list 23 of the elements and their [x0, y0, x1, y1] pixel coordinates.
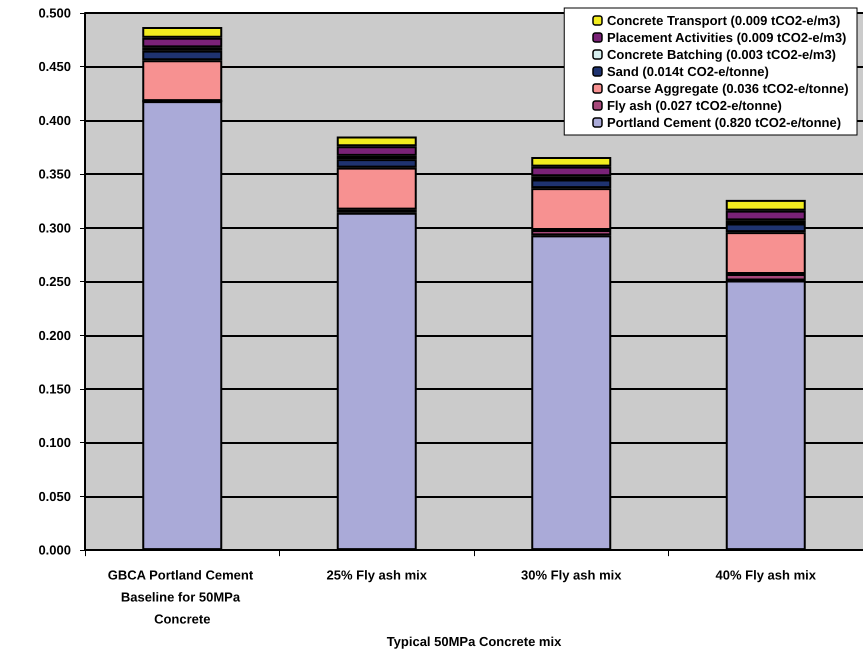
x-axis-title: Typical 50MPa Concrete mix [386, 634, 562, 649]
x-tick-label: GBCA Portland Cement Baseline for 50MPa Concrete [108, 568, 257, 627]
y-tick-label: 0.350 [38, 166, 71, 182]
y-tick-label: 0.200 [38, 328, 71, 343]
legend-label: Placement Activities (0.009 tCO2-e/m3) [606, 30, 846, 45]
x-tick-label: 30% Fly ash mix [521, 568, 622, 583]
legend-label: Concrete Batching (0.003 tCO2-e/m3) [606, 47, 836, 62]
legend-label: Coarse Aggregate (0.036 tCO2-e/tonne) [606, 81, 849, 96]
legend-label: Fly ash (0.027 tCO2-e/tonne) [606, 98, 782, 113]
y-tick-label: 0.100 [38, 435, 71, 450]
x-tick-label: 25% Fly ash mix [326, 568, 428, 583]
y-tick-label: 0.300 [38, 220, 71, 236]
y-tick-label: 0.450 [38, 59, 71, 74]
y-tick-label: 0.050 [38, 488, 71, 504]
y-tick-label: 0.500 [38, 6, 71, 20]
y-tick-label: 0.250 [38, 274, 71, 290]
y-tick-label: 0.000 [38, 542, 71, 558]
legend-label: Portland Cement (0.820 tCO2-e/tonne) [606, 115, 842, 130]
y-tick-label: 0.150 [38, 381, 71, 396]
legend-label: Concrete Transport (0.009 tCO2-e/m3) [606, 13, 840, 28]
legend-label: Sand (0.014t CO2-e/tonne) [606, 64, 769, 79]
y-tick-label: 0.400 [38, 112, 71, 128]
x-tick-label: 40% Fly ash mix [716, 568, 817, 583]
